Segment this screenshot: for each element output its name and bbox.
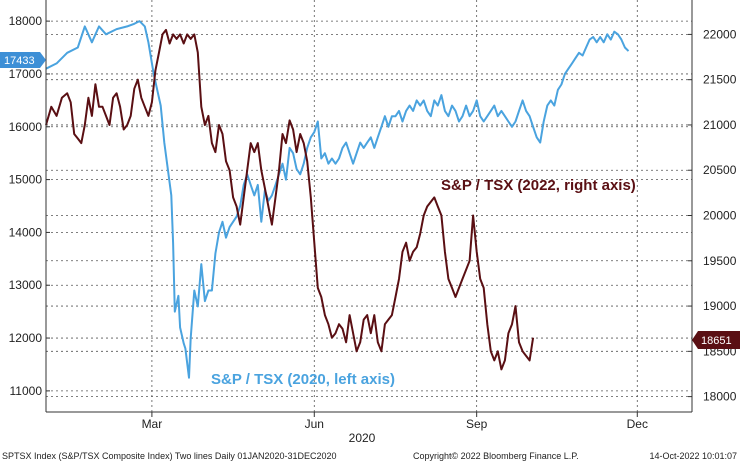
right-tick-label-20000: 20000 (703, 209, 737, 223)
left-axis: 11000 12000 13000 14000 15000 16000 17000 18000 (9, 14, 50, 398)
gridlines (46, 0, 692, 412)
left-tick-label-12000: 12000 (9, 331, 43, 345)
last-value-badge-left: 17433 (0, 52, 46, 68)
right-tick-label-21500: 21500 (703, 73, 737, 87)
left-tick-label-11000: 11000 (10, 384, 43, 398)
left-tick-label-15000: 15000 (9, 173, 43, 187)
x-tick-label-sep: Sep (466, 417, 488, 431)
x-tick-label-jun: Jun (305, 417, 324, 431)
last-value-badge-right: 18651 (692, 331, 740, 349)
footer-copyright: Copyright© 2022 Bloomberg Finance L.P. (413, 451, 579, 461)
badge-left-value: 17433 (4, 55, 35, 67)
footer-timestamp: 14-Oct-2022 10:01:07 (649, 451, 737, 461)
left-tick-label-18000: 18000 (9, 14, 43, 28)
left-tick-label-17000: 17000 (9, 67, 43, 81)
series-lines (45, 20, 630, 379)
right-tick-label-20500: 20500 (703, 163, 737, 177)
series-line-2022 (45, 28, 535, 371)
left-tick-label-16000: 16000 (9, 120, 43, 134)
x-tick-label-dec: Dec (627, 417, 648, 431)
right-tick-label-19000: 19000 (703, 299, 737, 313)
x-tick-label-mar: Mar (142, 417, 163, 431)
footer-description: SPTSX Index (S&P/TSX Composite Index) Tw… (2, 451, 337, 461)
right-tick-label-22000: 22000 (703, 27, 737, 41)
left-tick-label-13000: 13000 (9, 278, 43, 292)
right-tick-label-19500: 19500 (703, 254, 737, 268)
badge-right-value: 18651 (701, 335, 732, 347)
right-tick-label-18000: 18000 (703, 390, 737, 404)
x-axis-year-label: 2020 (349, 431, 376, 445)
right-tick-label-21000: 21000 (703, 118, 737, 132)
x-axis: Mar Jun Sep Dec (142, 412, 648, 431)
series-label-2020: S&P / TSX (2020, left axis) (211, 371, 395, 388)
series-label-2022: S&P / TSX (2022, right axis) (441, 177, 636, 194)
left-tick-label-14000: 14000 (9, 225, 43, 239)
series-line-2020 (45, 20, 630, 379)
